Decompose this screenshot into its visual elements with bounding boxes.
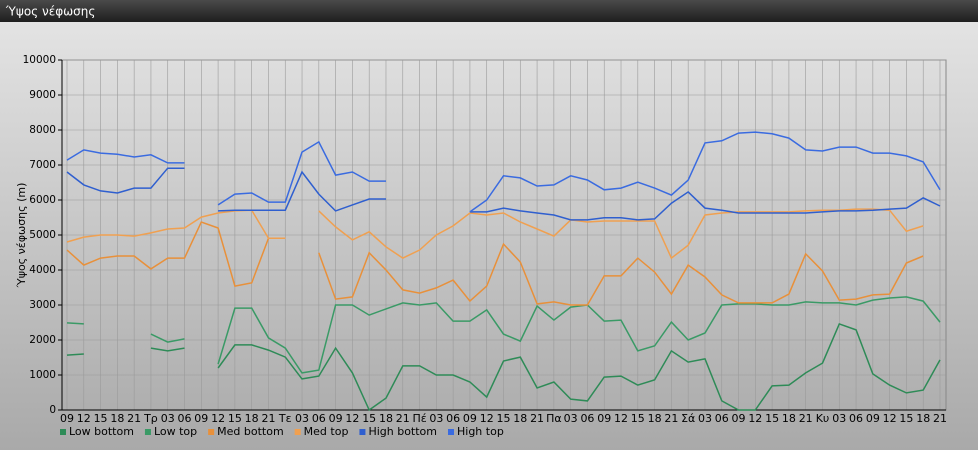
x-tick-label: 15 (765, 412, 779, 425)
x-tick-label: 21 (799, 412, 813, 425)
x-tick-label: 03 (564, 412, 578, 425)
legend-label: Med bottom (217, 425, 284, 438)
x-tick-label: 03 (832, 412, 846, 425)
x-tick-label: 12 (748, 412, 762, 425)
legend-swatch (60, 429, 66, 435)
x-tick-label: 18 (916, 412, 930, 425)
x-tick-label: 03 (161, 412, 175, 425)
x-tick-label: 06 (178, 412, 192, 425)
x-tick-label: 15 (631, 412, 645, 425)
x-tick-label: 18 (782, 412, 796, 425)
x-tick-label: 09 (463, 412, 477, 425)
legend-label: High bottom (368, 425, 437, 438)
x-tick-label: 21 (261, 412, 275, 425)
x-tick-label: 09 (732, 412, 746, 425)
x-tick-label: 18 (245, 412, 259, 425)
x-tick-label: 18 (379, 412, 393, 425)
x-tick-label: Πέ (412, 412, 426, 425)
x-tick-label: 03 (429, 412, 443, 425)
x-tick-label: 21 (933, 412, 947, 425)
x-tick-label: 06 (580, 412, 594, 425)
x-tick-label: 21 (396, 412, 410, 425)
x-tick-label: Τρ (143, 412, 158, 425)
y-tick-label: 3000 (29, 299, 56, 311)
x-tick-label: 06 (715, 412, 729, 425)
x-tick-label: 12 (345, 412, 359, 425)
x-tick-label: 21 (530, 412, 544, 425)
x-tick-label: 21 (664, 412, 678, 425)
x-tick-label: 12 (77, 412, 91, 425)
x-tick-label: 18 (513, 412, 527, 425)
x-tick-label: 12 (614, 412, 628, 425)
legend-label: Low top (154, 425, 197, 438)
legend-swatch (208, 429, 215, 435)
header-bar (0, 0, 978, 22)
series-line (66, 221, 924, 306)
x-tick-label: 12 (480, 412, 494, 425)
x-tick-label: 12 (211, 412, 225, 425)
legend-label: High top (457, 425, 504, 438)
x-tick-label: 09 (194, 412, 208, 425)
legend-label: Med top (304, 425, 349, 438)
legend-swatch (144, 429, 151, 435)
x-tick-label: Σά (681, 412, 695, 425)
y-axis-label: Ύψος νέφωσης (m) (15, 183, 28, 289)
x-tick-label: 18 (110, 412, 124, 425)
legend-swatch (359, 429, 366, 435)
x-tick-label: 06 (312, 412, 326, 425)
series-line (66, 131, 941, 213)
y-tick-label: 10000 (23, 54, 56, 66)
x-tick-label: Τε (278, 412, 292, 425)
y-tick-label: 2000 (29, 334, 56, 346)
chart-title: Ύψος νέφωσης (5, 5, 95, 19)
y-tick-label: 5000 (29, 229, 56, 241)
x-tick-label: 18 (648, 412, 662, 425)
x-tick-label: 09 (60, 412, 74, 425)
x-tick-label: 09 (329, 412, 343, 425)
series-line (66, 167, 941, 221)
legend-swatch (294, 429, 301, 435)
y-tick-label: 8000 (29, 124, 56, 136)
x-tick-label: 15 (497, 412, 511, 425)
y-tick-label: 0 (49, 404, 56, 416)
x-tick-label: 06 (446, 412, 460, 425)
y-tick-label: 4000 (29, 264, 56, 276)
x-tick-label: 12 (883, 412, 897, 425)
legend-label: Low bottom (69, 425, 134, 438)
x-tick-label: Πα (546, 412, 562, 425)
x-tick-label: 15 (899, 412, 913, 425)
x-tick-label: 15 (228, 412, 242, 425)
legend-swatch (448, 429, 454, 435)
x-tick-label: 03 (295, 412, 309, 425)
x-tick-label: 15 (362, 412, 376, 425)
x-tick-label: Κυ (816, 412, 830, 425)
x-tick-label: 09 (866, 412, 880, 425)
x-tick-label: 03 (698, 412, 712, 425)
x-tick-label: 06 (849, 412, 863, 425)
x-tick-label: 21 (127, 412, 141, 425)
y-tick-label: 1000 (29, 369, 56, 381)
y-tick-label: 7000 (29, 159, 56, 171)
x-tick-label: 09 (597, 412, 611, 425)
series-line (66, 322, 941, 412)
y-tick-label: 6000 (29, 194, 56, 206)
y-tick-label: 9000 (29, 89, 56, 101)
x-tick-label: 15 (94, 412, 108, 425)
series-line (66, 296, 941, 374)
